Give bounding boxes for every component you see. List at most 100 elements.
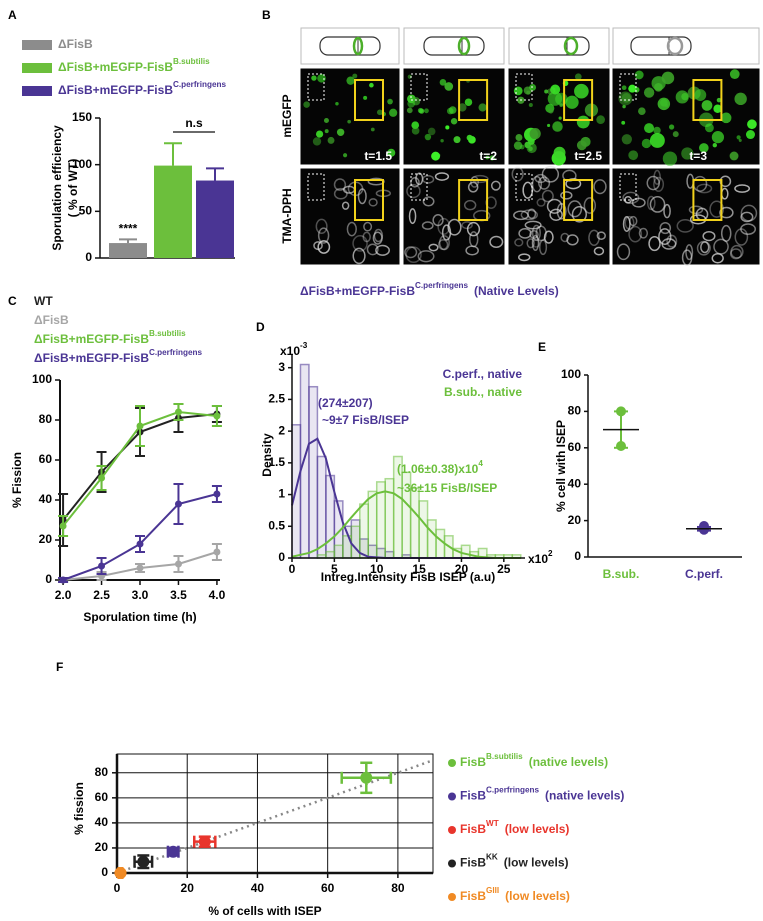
y-tick-label: 100 bbox=[72, 157, 92, 171]
membrane-stain bbox=[653, 169, 661, 185]
fluorescent-spot bbox=[315, 130, 324, 138]
y-tick-label: 80 bbox=[568, 404, 582, 418]
fluorescent-spot bbox=[376, 109, 383, 116]
fluorescent-spot bbox=[369, 82, 374, 88]
cell-icon-frame bbox=[300, 27, 400, 65]
fluorescent-spot bbox=[515, 134, 523, 141]
legend-swatch bbox=[22, 40, 52, 50]
point bbox=[136, 422, 144, 430]
fluorescent-spot bbox=[528, 102, 533, 107]
membrane-stain bbox=[410, 177, 420, 188]
point bbox=[114, 867, 127, 879]
fluorescent-spot bbox=[638, 107, 646, 116]
membrane-stain bbox=[357, 188, 367, 205]
membrane-stain bbox=[730, 244, 744, 259]
fluorescent-spot bbox=[411, 121, 420, 130]
membrane-stain bbox=[352, 235, 368, 252]
fluorescent-spot bbox=[675, 90, 689, 104]
membrane-stain bbox=[333, 187, 348, 200]
membrane-stain bbox=[588, 229, 600, 246]
x-tick-label: 2.5 bbox=[93, 588, 110, 602]
cell-icon-frame bbox=[508, 27, 610, 65]
fluorescent-spot bbox=[576, 140, 587, 151]
membrane-stain bbox=[560, 191, 573, 200]
y-multiplier: x10-3 bbox=[280, 341, 308, 358]
annotation: n.s bbox=[185, 116, 203, 130]
fluorescent-spot bbox=[450, 118, 458, 125]
histogram-bar bbox=[308, 385, 319, 559]
legend-label-sup: GIII bbox=[486, 886, 499, 895]
membrane-stain bbox=[685, 244, 694, 261]
fluorescent-spot bbox=[574, 83, 589, 99]
panel-label: E bbox=[538, 340, 546, 354]
y-tick-label: 20 bbox=[39, 532, 53, 546]
membrane-stain bbox=[666, 234, 678, 248]
legend-label-suffix: (low levels) bbox=[504, 856, 569, 870]
y-tick-label: 2 bbox=[278, 423, 285, 437]
legend-label-suffix: (low levels) bbox=[505, 822, 570, 836]
fluorescent-spot bbox=[716, 97, 722, 103]
x-axis-label: Intreg.Intensity FisB ISEP (a.u) bbox=[321, 570, 495, 584]
legend-label: WT bbox=[34, 294, 53, 308]
annotation: **** bbox=[119, 222, 138, 236]
y-tick-label: 40 bbox=[568, 476, 582, 490]
histogram-bar bbox=[435, 528, 446, 559]
fluorescent-spot bbox=[352, 73, 358, 79]
fluorescent-spot bbox=[574, 73, 582, 81]
membrane-stain bbox=[404, 246, 418, 259]
fluorescent-spot bbox=[547, 123, 551, 128]
membrane-stain bbox=[661, 238, 677, 250]
legend-label: ΔFisB+mEGFP-FisBC.perfringens bbox=[34, 348, 202, 365]
legend-label: B.sub., native bbox=[444, 385, 522, 399]
y-tick-label: 100 bbox=[561, 367, 581, 381]
legend-label-main: FisB bbox=[460, 856, 486, 870]
x-tick-label: 15 bbox=[412, 562, 426, 576]
membrane-stain bbox=[317, 240, 331, 254]
fluorescent-spot bbox=[644, 123, 655, 134]
fluorescent-spot bbox=[669, 124, 675, 130]
y-tick-label: 0 bbox=[101, 865, 108, 879]
roi-box bbox=[619, 73, 637, 101]
histogram-bar bbox=[367, 490, 378, 559]
fluorescent-spot bbox=[513, 86, 523, 96]
y-tick-label: 0 bbox=[85, 250, 92, 264]
time-label: t=2 bbox=[479, 149, 497, 163]
point bbox=[59, 522, 67, 530]
membrane-stain bbox=[466, 221, 481, 237]
caption-main: ΔFisB+mEGFP-FisB bbox=[300, 284, 415, 298]
membrane-stain bbox=[534, 173, 547, 184]
annotation: (1.06±0.38)x104 bbox=[397, 459, 483, 476]
membrane-stain bbox=[428, 243, 439, 252]
y-tick-label: 0 bbox=[45, 572, 52, 586]
legend-label-main: FisB bbox=[460, 789, 486, 803]
caption-sup: C.perfringens bbox=[415, 281, 468, 290]
fluorescent-spot bbox=[549, 87, 556, 93]
y-tick-label: 60 bbox=[568, 440, 582, 454]
inset-box bbox=[458, 79, 489, 121]
membrane-stain bbox=[646, 175, 660, 191]
membrane-stain bbox=[719, 206, 734, 219]
fluorescent-spot bbox=[633, 86, 640, 93]
inset-box bbox=[692, 179, 723, 221]
x-tick-label: 0 bbox=[114, 881, 121, 895]
x-axis-label: % of cells with ISEP bbox=[208, 904, 321, 918]
panel-label: C bbox=[8, 294, 17, 308]
inset-box bbox=[354, 179, 384, 221]
membrane-stain bbox=[375, 244, 390, 256]
membrane-stain bbox=[511, 166, 524, 182]
membrane-stain bbox=[538, 176, 551, 190]
fluorescent-spot bbox=[527, 138, 535, 145]
fluorescent-spot bbox=[458, 103, 467, 112]
legend-label-sup: KK bbox=[486, 853, 498, 862]
membrane-stain bbox=[709, 200, 725, 218]
annotation: ~9±7 FisB/ISEP bbox=[322, 413, 409, 427]
membrane-stain bbox=[624, 215, 635, 230]
micrograph bbox=[299, 167, 401, 266]
y-axis-label: % cell with ISEP bbox=[554, 420, 568, 512]
point bbox=[699, 524, 709, 535]
membrane-stain bbox=[583, 197, 597, 214]
fluorescent-spot bbox=[317, 73, 326, 83]
membrane-stain bbox=[541, 165, 560, 183]
legend-label-main: FisB bbox=[460, 755, 486, 769]
x-axis-label: Sporulation time (h) bbox=[83, 610, 196, 624]
